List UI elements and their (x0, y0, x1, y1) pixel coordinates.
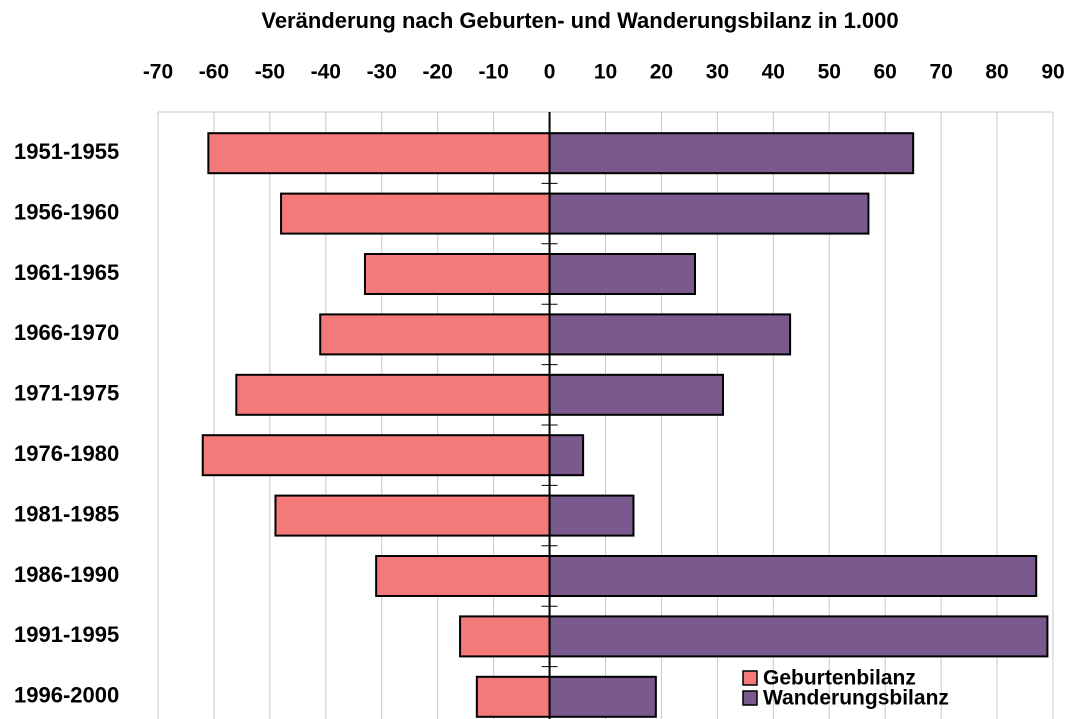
x-tick-label: -40 (311, 61, 341, 84)
y-tick-label: 1976-1980 (14, 441, 119, 466)
bar (235, 373, 551, 416)
x-tick-label: 70 (929, 61, 952, 84)
bar (375, 555, 551, 597)
bar (475, 675, 551, 718)
bar (363, 253, 551, 295)
legend-label: Wanderungsbilanz (763, 687, 949, 710)
legend-swatch (742, 670, 758, 686)
bar (280, 192, 551, 235)
bar (548, 253, 696, 295)
x-tick-label: -20 (423, 61, 453, 84)
bar (207, 132, 551, 175)
x-tick-label: -30 (367, 61, 397, 84)
x-tick-label: 40 (762, 61, 785, 84)
bar (201, 434, 551, 477)
bar (548, 373, 724, 416)
bar (548, 555, 1038, 597)
bar (548, 494, 635, 537)
y-tick-label: 1956-1960 (14, 199, 119, 224)
y-tick-label: 1986-1990 (14, 562, 119, 587)
y-tick-label: 1966-1970 (14, 320, 119, 345)
x-tick-label: -60 (199, 61, 229, 84)
bar (548, 675, 657, 718)
bar (548, 132, 915, 175)
bar (319, 313, 551, 356)
chart-title: Veränderung nach Geburten- und Wanderung… (261, 8, 898, 33)
y-tick-label: 1951-1955 (14, 139, 119, 164)
x-tick-label: -50 (255, 61, 285, 84)
y-tick-label: 1981-1985 (14, 501, 119, 526)
bar (274, 494, 551, 537)
legend-swatch (742, 690, 758, 706)
bar (548, 615, 1049, 658)
x-tick-label: 50 (818, 61, 841, 84)
bar (548, 313, 792, 356)
y-tick-label: 1991-1995 (14, 622, 119, 647)
legend-label: Geburtenbilanz (763, 667, 916, 690)
x-tick-label: -10 (478, 61, 508, 84)
x-tick-label: 30 (706, 61, 729, 84)
x-tick-label: 60 (874, 61, 897, 84)
y-tick-label: 1961-1965 (14, 260, 119, 285)
bar (548, 434, 585, 477)
bar (548, 192, 870, 235)
x-tick-label: 80 (985, 61, 1008, 84)
x-tick-label: 20 (650, 61, 673, 84)
x-tick-label: -70 (143, 61, 173, 84)
bar (459, 615, 551, 658)
y-tick-label: 1996-2000 (14, 683, 119, 708)
x-tick-label: 90 (1041, 61, 1064, 84)
x-tick-label: 10 (594, 61, 617, 84)
y-tick-label: 1971-1975 (14, 381, 119, 406)
x-tick-label: 0 (544, 61, 556, 84)
